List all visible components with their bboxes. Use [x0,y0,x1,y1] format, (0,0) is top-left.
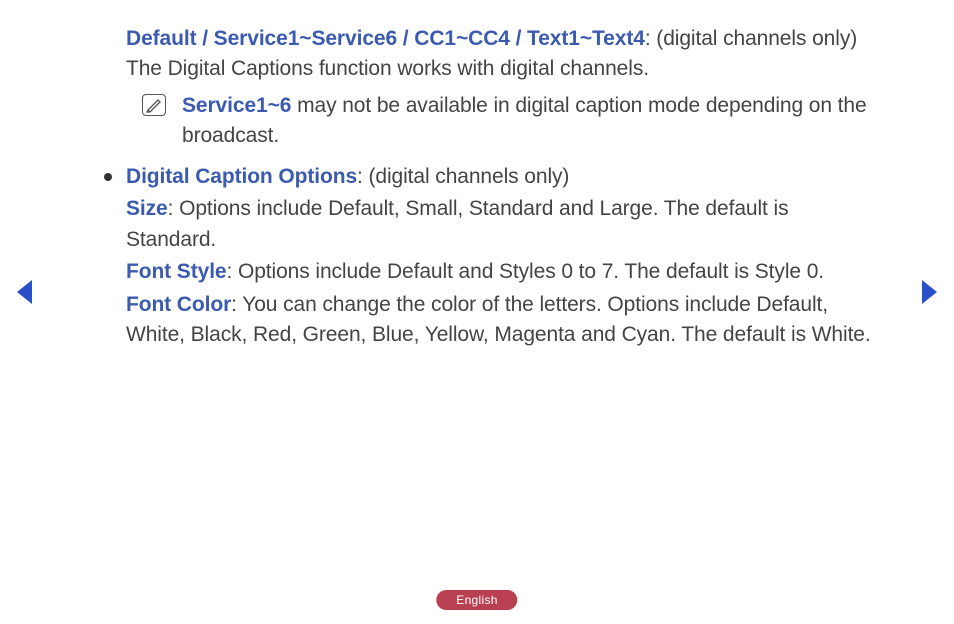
dco-label: Digital Caption Options [126,165,357,188]
option-font-color-desc: : You can change the color of the letter… [126,293,871,346]
manual-page: Default / Service1~Service6 / CC1~CC4 / … [0,0,954,624]
digital-caption-options-title: Digital Caption Options: (digital channe… [126,162,874,192]
note-text: Service1~6 may not be available in digit… [182,91,874,152]
dco-tail: : (digital channels only) [357,165,569,188]
option-size: Size: Options include Default, Small, St… [126,194,874,255]
note-row: Service1~6 may not be available in digit… [126,91,874,152]
caption-modes-heading: Default / Service1~Service6 / CC1~CC4 / … [126,27,645,50]
option-font-color-label: Font Color [126,293,231,316]
option-font-style-desc: : Options include Default and Styles 0 t… [227,260,825,283]
language-badge: English [436,590,517,610]
prev-page-arrow[interactable] [14,278,36,311]
bullet-content: Digital Caption Options: (digital channe… [126,162,874,353]
page-content: Default / Service1~Service6 / CC1~CC4 / … [60,24,894,352]
note-icon [142,94,166,116]
option-font-style: Font Style: Options include Default and … [126,257,874,287]
note-lead: Service1~6 [182,94,291,117]
option-size-label: Size [126,197,168,220]
option-size-desc: : Options include Default, Small, Standa… [126,197,788,250]
next-page-arrow[interactable] [918,278,940,311]
caption-modes-paragraph: Default / Service1~Service6 / CC1~CC4 / … [126,24,874,85]
option-font-style-label: Font Style [126,260,227,283]
bullet-section: Digital Caption Options: (digital channe… [126,162,874,353]
bullet-icon [104,173,112,181]
option-font-color: Font Color: You can change the color of … [126,290,874,351]
